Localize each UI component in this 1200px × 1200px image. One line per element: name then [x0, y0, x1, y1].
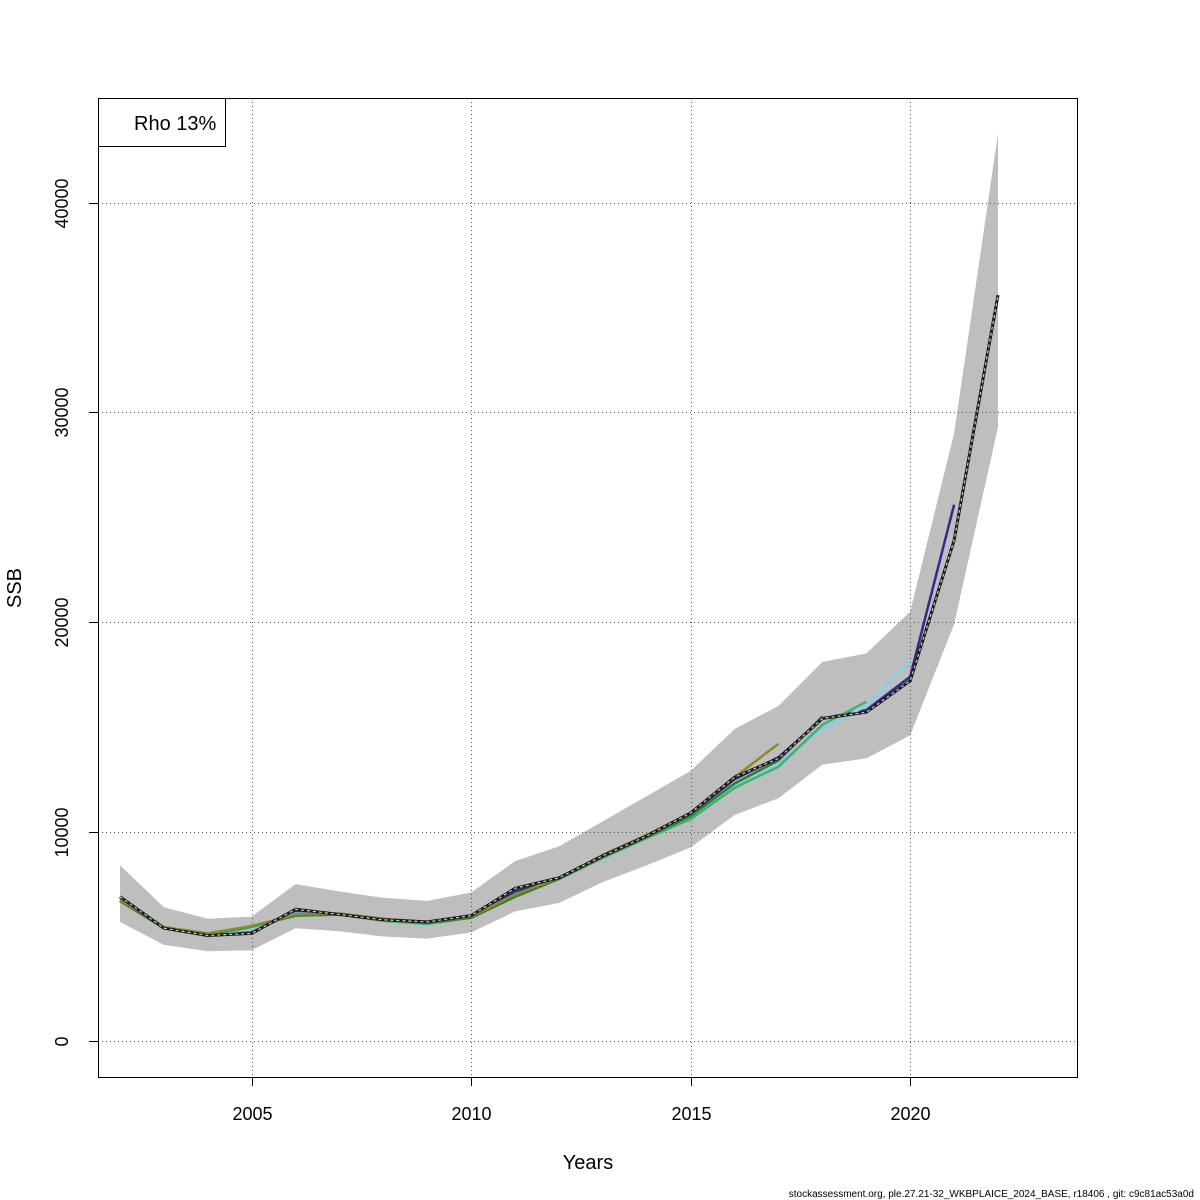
confidence-band	[120, 133, 998, 952]
x-axis-title: Years	[563, 1152, 613, 1174]
y-axis-title: SSB	[4, 568, 26, 608]
x-axis: 2005 2010 2015 2020	[232, 1077, 931, 1124]
confidence-band-layer	[120, 133, 998, 952]
legend: Rho 13%	[98, 98, 226, 147]
y-tick-label-0: 0	[52, 1036, 72, 1046]
x-tick-label-3: 2020	[890, 1104, 930, 1124]
legend-text: Rho 13%	[134, 113, 216, 135]
series-layer	[119, 294, 1000, 938]
legend-box	[98, 98, 226, 147]
series-line-0-dash	[119, 294, 999, 937]
x-tick-label-0: 2005	[232, 1104, 272, 1124]
footer-credit: stockassessment.org, ple.27.21-32_WKBPLA…	[789, 1189, 1194, 1200]
plot-frame	[98, 98, 1078, 1078]
y-axis: 0 10000 20000 30000 40000	[52, 178, 98, 1047]
x-tick-label-1: 2010	[451, 1104, 491, 1124]
y-tick-label-2: 20000	[52, 597, 72, 647]
y-tick-label-4: 40000	[52, 178, 72, 228]
y-tick-label-1: 10000	[52, 807, 72, 857]
y-tick-label-3: 30000	[52, 387, 72, 437]
x-tick-label-2: 2015	[671, 1104, 711, 1124]
series-line-0-base	[119, 294, 1000, 937]
